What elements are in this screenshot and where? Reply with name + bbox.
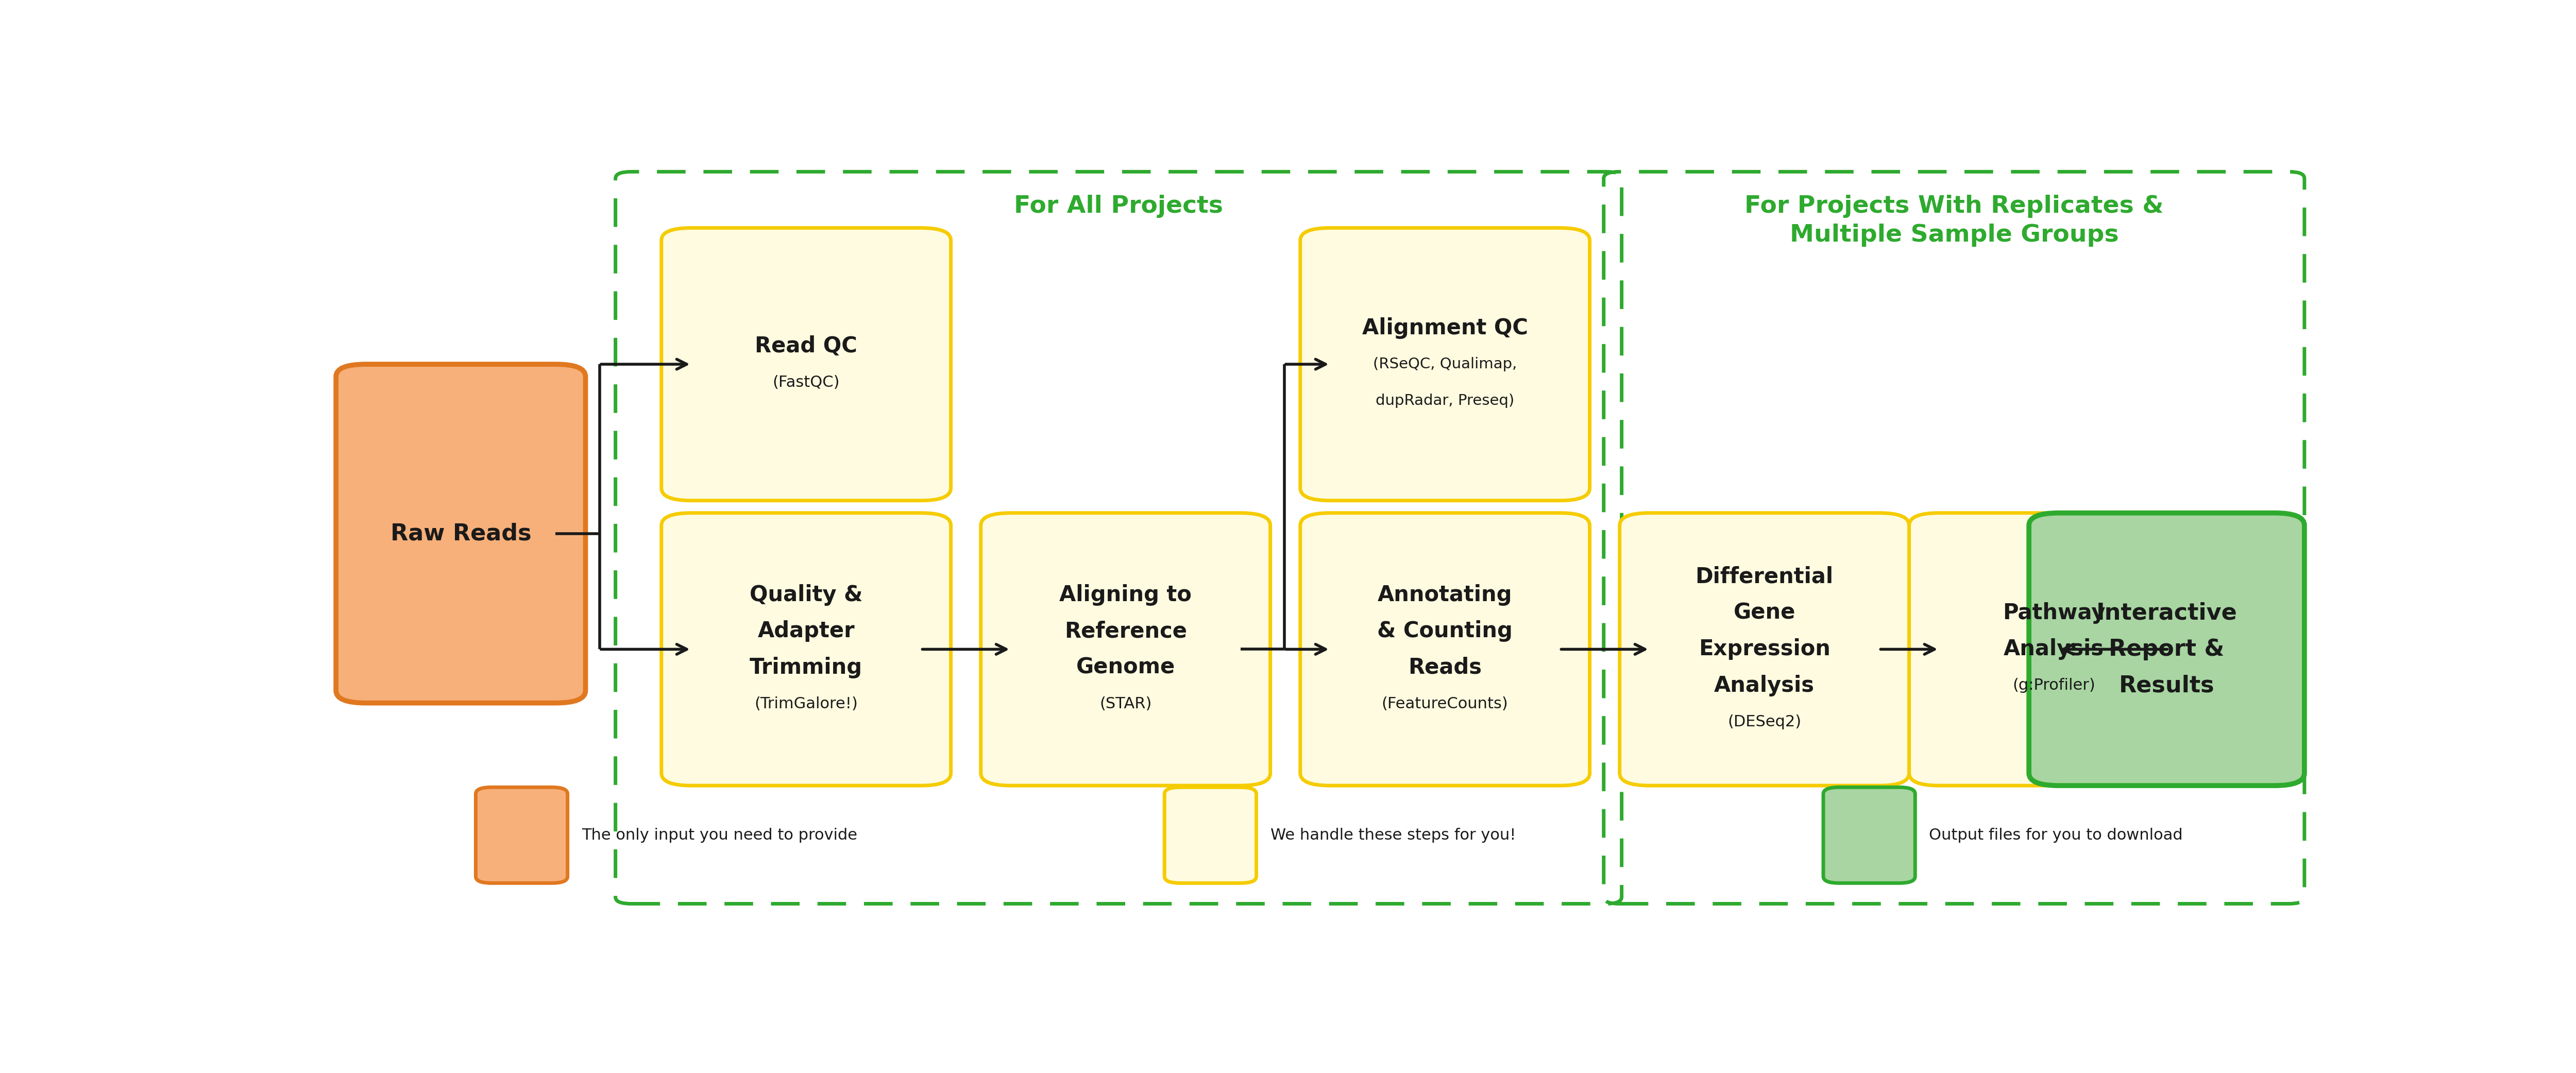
- Text: Quality &: Quality &: [750, 584, 863, 605]
- Text: Aligning to: Aligning to: [1059, 584, 1193, 605]
- FancyBboxPatch shape: [1620, 513, 1909, 785]
- Text: Gene: Gene: [1734, 602, 1795, 623]
- FancyBboxPatch shape: [662, 513, 951, 785]
- FancyBboxPatch shape: [1301, 513, 1589, 785]
- Text: Reads: Reads: [1409, 657, 1481, 678]
- Text: Trimming: Trimming: [750, 657, 863, 678]
- Text: (FastQC): (FastQC): [773, 374, 840, 389]
- FancyBboxPatch shape: [335, 364, 585, 703]
- Text: Genome: Genome: [1077, 657, 1175, 678]
- FancyBboxPatch shape: [2030, 513, 2306, 785]
- Text: We handle these steps for you!: We handle these steps for you!: [1270, 827, 1515, 842]
- Text: Differential: Differential: [1695, 565, 1834, 587]
- FancyBboxPatch shape: [1164, 788, 1257, 883]
- Text: (TrimGalore!): (TrimGalore!): [755, 696, 858, 711]
- Text: Read QC: Read QC: [755, 335, 858, 357]
- Text: Analysis: Analysis: [2004, 638, 2105, 660]
- FancyBboxPatch shape: [981, 513, 1270, 785]
- FancyBboxPatch shape: [477, 788, 567, 883]
- FancyBboxPatch shape: [1909, 513, 2200, 785]
- Text: Pathway: Pathway: [2002, 602, 2105, 623]
- Text: Results: Results: [2120, 675, 2215, 696]
- Text: For Projects With Replicates &
Multiple Sample Groups: For Projects With Replicates & Multiple …: [1744, 195, 2164, 247]
- FancyBboxPatch shape: [1824, 788, 1914, 883]
- Text: (STAR): (STAR): [1100, 696, 1151, 711]
- Text: Output files for you to download: Output files for you to download: [1929, 827, 2182, 842]
- Text: (RSeQC, Qualimap,: (RSeQC, Qualimap,: [1373, 357, 1517, 371]
- Text: Raw Reads: Raw Reads: [392, 523, 531, 545]
- Text: & Counting: & Counting: [1378, 620, 1512, 642]
- Text: (g:Profiler): (g:Profiler): [2012, 678, 2094, 693]
- Text: Adapter: Adapter: [757, 620, 855, 642]
- Text: Alignment QC: Alignment QC: [1363, 317, 1528, 339]
- Text: (DESeq2): (DESeq2): [1728, 715, 1801, 730]
- Text: Analysis: Analysis: [1713, 675, 1814, 696]
- Text: Annotating: Annotating: [1378, 584, 1512, 605]
- FancyBboxPatch shape: [1301, 227, 1589, 501]
- Text: For All Projects: For All Projects: [1015, 195, 1224, 218]
- Text: Reference: Reference: [1064, 620, 1188, 642]
- Text: The only input you need to provide: The only input you need to provide: [582, 827, 858, 842]
- Text: dupRadar, Preseq): dupRadar, Preseq): [1376, 394, 1515, 408]
- Text: Expression: Expression: [1698, 638, 1832, 660]
- Text: (FeatureCounts): (FeatureCounts): [1381, 696, 1510, 711]
- Text: Interactive: Interactive: [2097, 602, 2236, 624]
- FancyBboxPatch shape: [662, 227, 951, 501]
- Text: Report &: Report &: [2110, 638, 2226, 660]
